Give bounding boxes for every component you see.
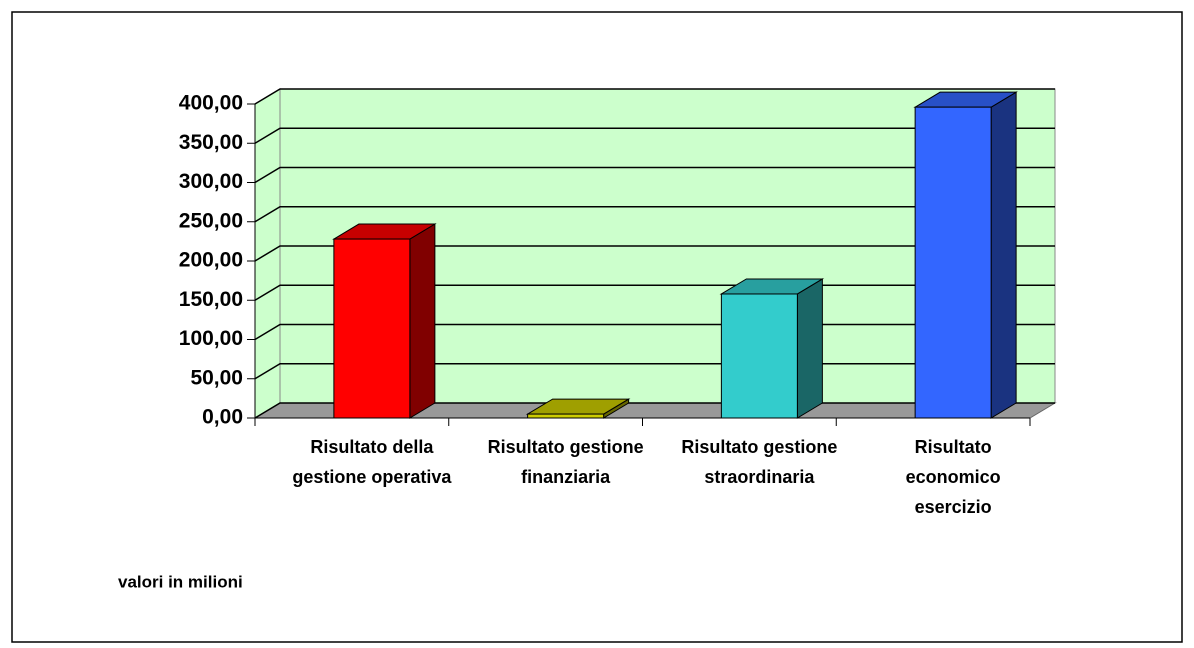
x-tick-label-line: Risultato della bbox=[310, 437, 434, 457]
note: valori in milioni bbox=[118, 572, 243, 591]
grid-line bbox=[254, 127, 1055, 144]
y-tick-label: 50,00 bbox=[190, 366, 243, 389]
bar bbox=[525, 398, 631, 419]
y-tick-label: 200,00 bbox=[179, 249, 243, 272]
y-tick-label: 400,00 bbox=[179, 92, 243, 115]
bar-side bbox=[409, 223, 436, 419]
bar-front bbox=[527, 413, 605, 419]
bar bbox=[332, 223, 437, 419]
bar bbox=[913, 91, 1018, 419]
x-tick-label: Risultato della gestione operativa bbox=[292, 437, 452, 487]
grid-line bbox=[254, 88, 1055, 105]
grid-line bbox=[254, 166, 1055, 184]
grid-line bbox=[254, 206, 1055, 223]
grid-line bbox=[254, 245, 1055, 262]
x-tick-label: Risultato economico esercizio bbox=[906, 437, 1001, 517]
bar-front bbox=[720, 293, 798, 419]
y-tick-label: 250,00 bbox=[179, 209, 243, 232]
x-tick-label: Risultato gestione finanziaria bbox=[488, 437, 644, 487]
x-tick-label-line: economico bbox=[906, 467, 1001, 487]
bar bbox=[719, 278, 825, 419]
bar-front bbox=[914, 106, 992, 419]
y-tick-label: 150,00 bbox=[179, 288, 243, 311]
x-tick-label-line: Risultato bbox=[915, 437, 992, 457]
x-tick-label: Risultato gestione straordinaria bbox=[681, 437, 837, 487]
x-tick-label-line: gestione operativa bbox=[292, 467, 452, 487]
y-tick-label: 350,00 bbox=[179, 131, 243, 154]
x-tick-label-line: straordinaria bbox=[704, 467, 815, 487]
bar-front bbox=[333, 238, 411, 419]
bar-side bbox=[796, 278, 823, 419]
x-tick-label-line: Risultato gestione bbox=[681, 437, 837, 457]
x-tick-label-line: esercizio bbox=[915, 497, 992, 517]
y-tick-label: 0,00 bbox=[202, 406, 243, 429]
y-tick-label: 100,00 bbox=[179, 327, 243, 350]
x-tick-label-line: Risultato gestione bbox=[488, 437, 644, 457]
bar-side bbox=[990, 91, 1017, 419]
y-tick-label: 300,00 bbox=[179, 170, 243, 193]
x-tick-label-line: finanziaria bbox=[521, 467, 611, 487]
